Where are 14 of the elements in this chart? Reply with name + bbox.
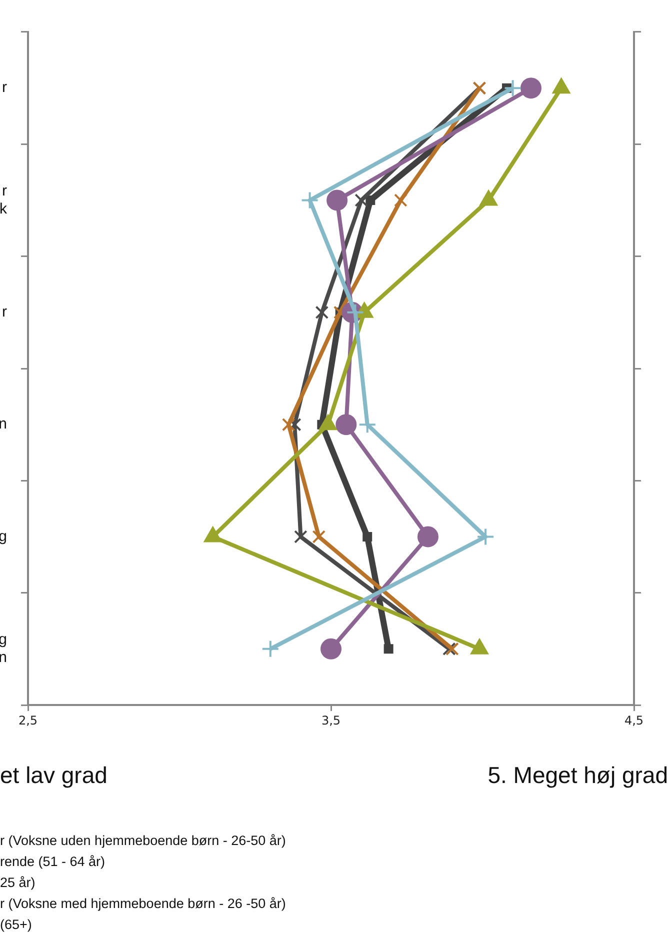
text: 25 år)	[0, 874, 36, 892]
x-tick-label: 2,5	[18, 713, 38, 728]
text: rende (51 - 64 år)	[0, 853, 106, 871]
text: r (Voksne med hjemmeboende børn - 26 -50 år)	[0, 895, 286, 913]
text: 5. Meget høj grad	[488, 762, 668, 789]
y-tick-label: r	[2, 304, 7, 321]
text: r (Voksne uden hjemmeboende børn - 26-50 år)	[0, 832, 286, 850]
x-tick-label: 4,5	[624, 713, 644, 728]
y-tick-label: r	[2, 79, 7, 96]
y-tick-label: n	[0, 416, 7, 433]
text: et lav grad	[0, 762, 108, 789]
text: (65+)	[0, 916, 33, 934]
x-tick-label: 3,5	[321, 713, 341, 728]
y-tick-label: r k	[0, 182, 8, 218]
